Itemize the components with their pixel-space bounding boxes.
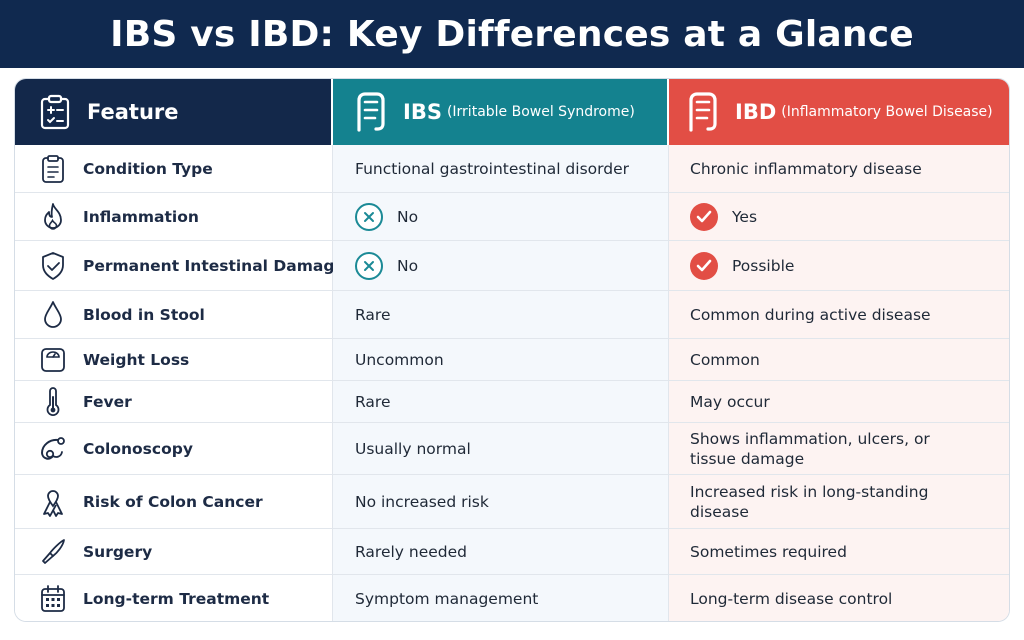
thermometer-icon xyxy=(37,386,69,418)
ibs-cell: No xyxy=(333,193,669,241)
feature-label: Risk of Colon Cancer xyxy=(83,492,263,511)
ibs-cell: Uncommon xyxy=(333,339,669,381)
ibs-cell: Rarely needed xyxy=(333,529,669,575)
x-circle-icon xyxy=(355,251,383,280)
ibs-cell: Functional gastrointestinal disorder xyxy=(333,145,669,193)
endoscope-icon xyxy=(37,433,69,465)
ibd-cell: Possible xyxy=(669,241,1009,291)
ibs-value: No increased risk xyxy=(355,492,489,511)
feature-cell: Condition Type xyxy=(15,145,333,193)
feature-label: Colonoscopy xyxy=(83,439,193,458)
x-circle-icon xyxy=(355,202,383,231)
ribbon-icon xyxy=(37,486,69,518)
ibs-cell: No xyxy=(333,241,669,291)
ibs-value: Rare xyxy=(355,305,391,324)
scalpel-icon xyxy=(37,536,69,568)
feature-label: Inflammation xyxy=(83,207,199,226)
ibs-value: Functional gastrointestinal disorder xyxy=(355,159,629,178)
header-feature-title: Feature xyxy=(87,100,179,124)
feature-cell: Inflammation xyxy=(15,193,333,241)
ibs-value: No xyxy=(397,207,419,226)
ibs-value: No xyxy=(397,256,419,275)
ibd-cell: Sometimes required xyxy=(669,529,1009,575)
ibs-value: Usually normal xyxy=(355,439,471,458)
intestine-icon xyxy=(683,90,723,134)
ibd-value: Chronic inflammatory disease xyxy=(690,159,922,178)
ibd-value: Common xyxy=(690,350,760,369)
calendar-icon xyxy=(37,583,69,615)
ibd-value: Long-term disease control xyxy=(690,590,893,608)
intestine-icon xyxy=(351,90,391,134)
scale-icon xyxy=(37,344,69,376)
ibs-value: Rarely needed xyxy=(355,542,468,561)
feature-cell: Surgery xyxy=(15,529,333,575)
ibd-cell: Long-term disease control xyxy=(669,575,1009,621)
drop-icon xyxy=(37,299,69,331)
ibd-cell: Shows inflammation, ulcers, or tissue da… xyxy=(669,423,1009,475)
header-ibs-subtitle: (Irritable Bowel Syndrome) xyxy=(446,104,635,120)
header-ibs: IBS (Irritable Bowel Syndrome) xyxy=(333,79,669,145)
feature-label: Fever xyxy=(83,392,132,411)
ibs-cell: Usually normal xyxy=(333,423,669,475)
ibd-value: Sometimes required xyxy=(690,542,847,561)
comparison-table: Feature IBS (Irritable Bowel Syndrome) I… xyxy=(14,78,1010,622)
feature-cell: Weight Loss xyxy=(15,339,333,381)
page-title: IBS vs IBD: Key Differences at a Glance xyxy=(110,13,914,55)
feature-label: Blood in Stool xyxy=(83,305,205,324)
shield-icon xyxy=(37,250,69,282)
ibs-cell: No increased risk xyxy=(333,475,669,529)
ibd-cell: Common during active disease xyxy=(669,291,1009,339)
ibs-value: Symptom management xyxy=(355,590,539,608)
feature-cell: Blood in Stool xyxy=(15,291,333,339)
feature-cell: Permanent Intestinal Damage xyxy=(15,241,345,291)
ibs-value: Uncommon xyxy=(355,350,444,369)
feature-label: Weight Loss xyxy=(83,350,190,369)
ibd-cell: Chronic inflammatory disease xyxy=(669,145,1009,193)
feature-cell: Colonoscopy xyxy=(15,423,333,475)
ibd-cell: May occur xyxy=(669,381,1009,423)
header-ibd: IBD (Inflammatory Bowel Disease) xyxy=(669,79,1009,145)
ibd-cell: Common xyxy=(669,339,1009,381)
header-feature: Feature xyxy=(15,79,333,145)
check-circle-icon xyxy=(690,202,718,231)
header-ibd-title: IBD xyxy=(735,100,777,124)
ibd-value: Common during active disease xyxy=(690,305,931,324)
feature-cell: Long-term Treatment xyxy=(15,575,333,621)
flame-icon xyxy=(37,201,69,233)
ibd-value: Yes xyxy=(732,207,758,226)
ibd-value: Possible xyxy=(732,256,795,275)
ibd-value: May occur xyxy=(690,392,770,411)
ibd-cell: Increased risk in long-standing disease xyxy=(669,475,1009,529)
ibd-value: Increased risk in long-standing disease xyxy=(690,482,929,521)
ibd-cell: Yes xyxy=(669,193,1009,241)
ibs-cell: Symptom management xyxy=(333,575,669,621)
feature-cell: Fever xyxy=(15,381,333,423)
feature-cell: Risk of Colon Cancer xyxy=(15,475,333,529)
clipboard-icon xyxy=(37,153,69,185)
ibs-cell: Rare xyxy=(333,381,669,423)
header-ibd-subtitle: (Inflammatory Bowel Disease) xyxy=(781,104,993,120)
ibs-value: Rare xyxy=(355,392,391,411)
check-circle-icon xyxy=(690,251,718,280)
feature-label: Condition Type xyxy=(83,159,213,178)
header-ibs-title: IBS xyxy=(403,100,442,124)
ibd-value: Shows inflammation, ulcers, or tissue da… xyxy=(690,429,930,468)
feature-label: Surgery xyxy=(83,542,153,561)
feature-label: Long-term Treatment xyxy=(83,590,270,608)
title-banner: IBS vs IBD: Key Differences at a Glance xyxy=(0,0,1024,68)
feature-label: Permanent Intestinal Damage xyxy=(83,256,345,275)
ibs-cell: Rare xyxy=(333,291,669,339)
clipboard-icon xyxy=(35,90,75,134)
